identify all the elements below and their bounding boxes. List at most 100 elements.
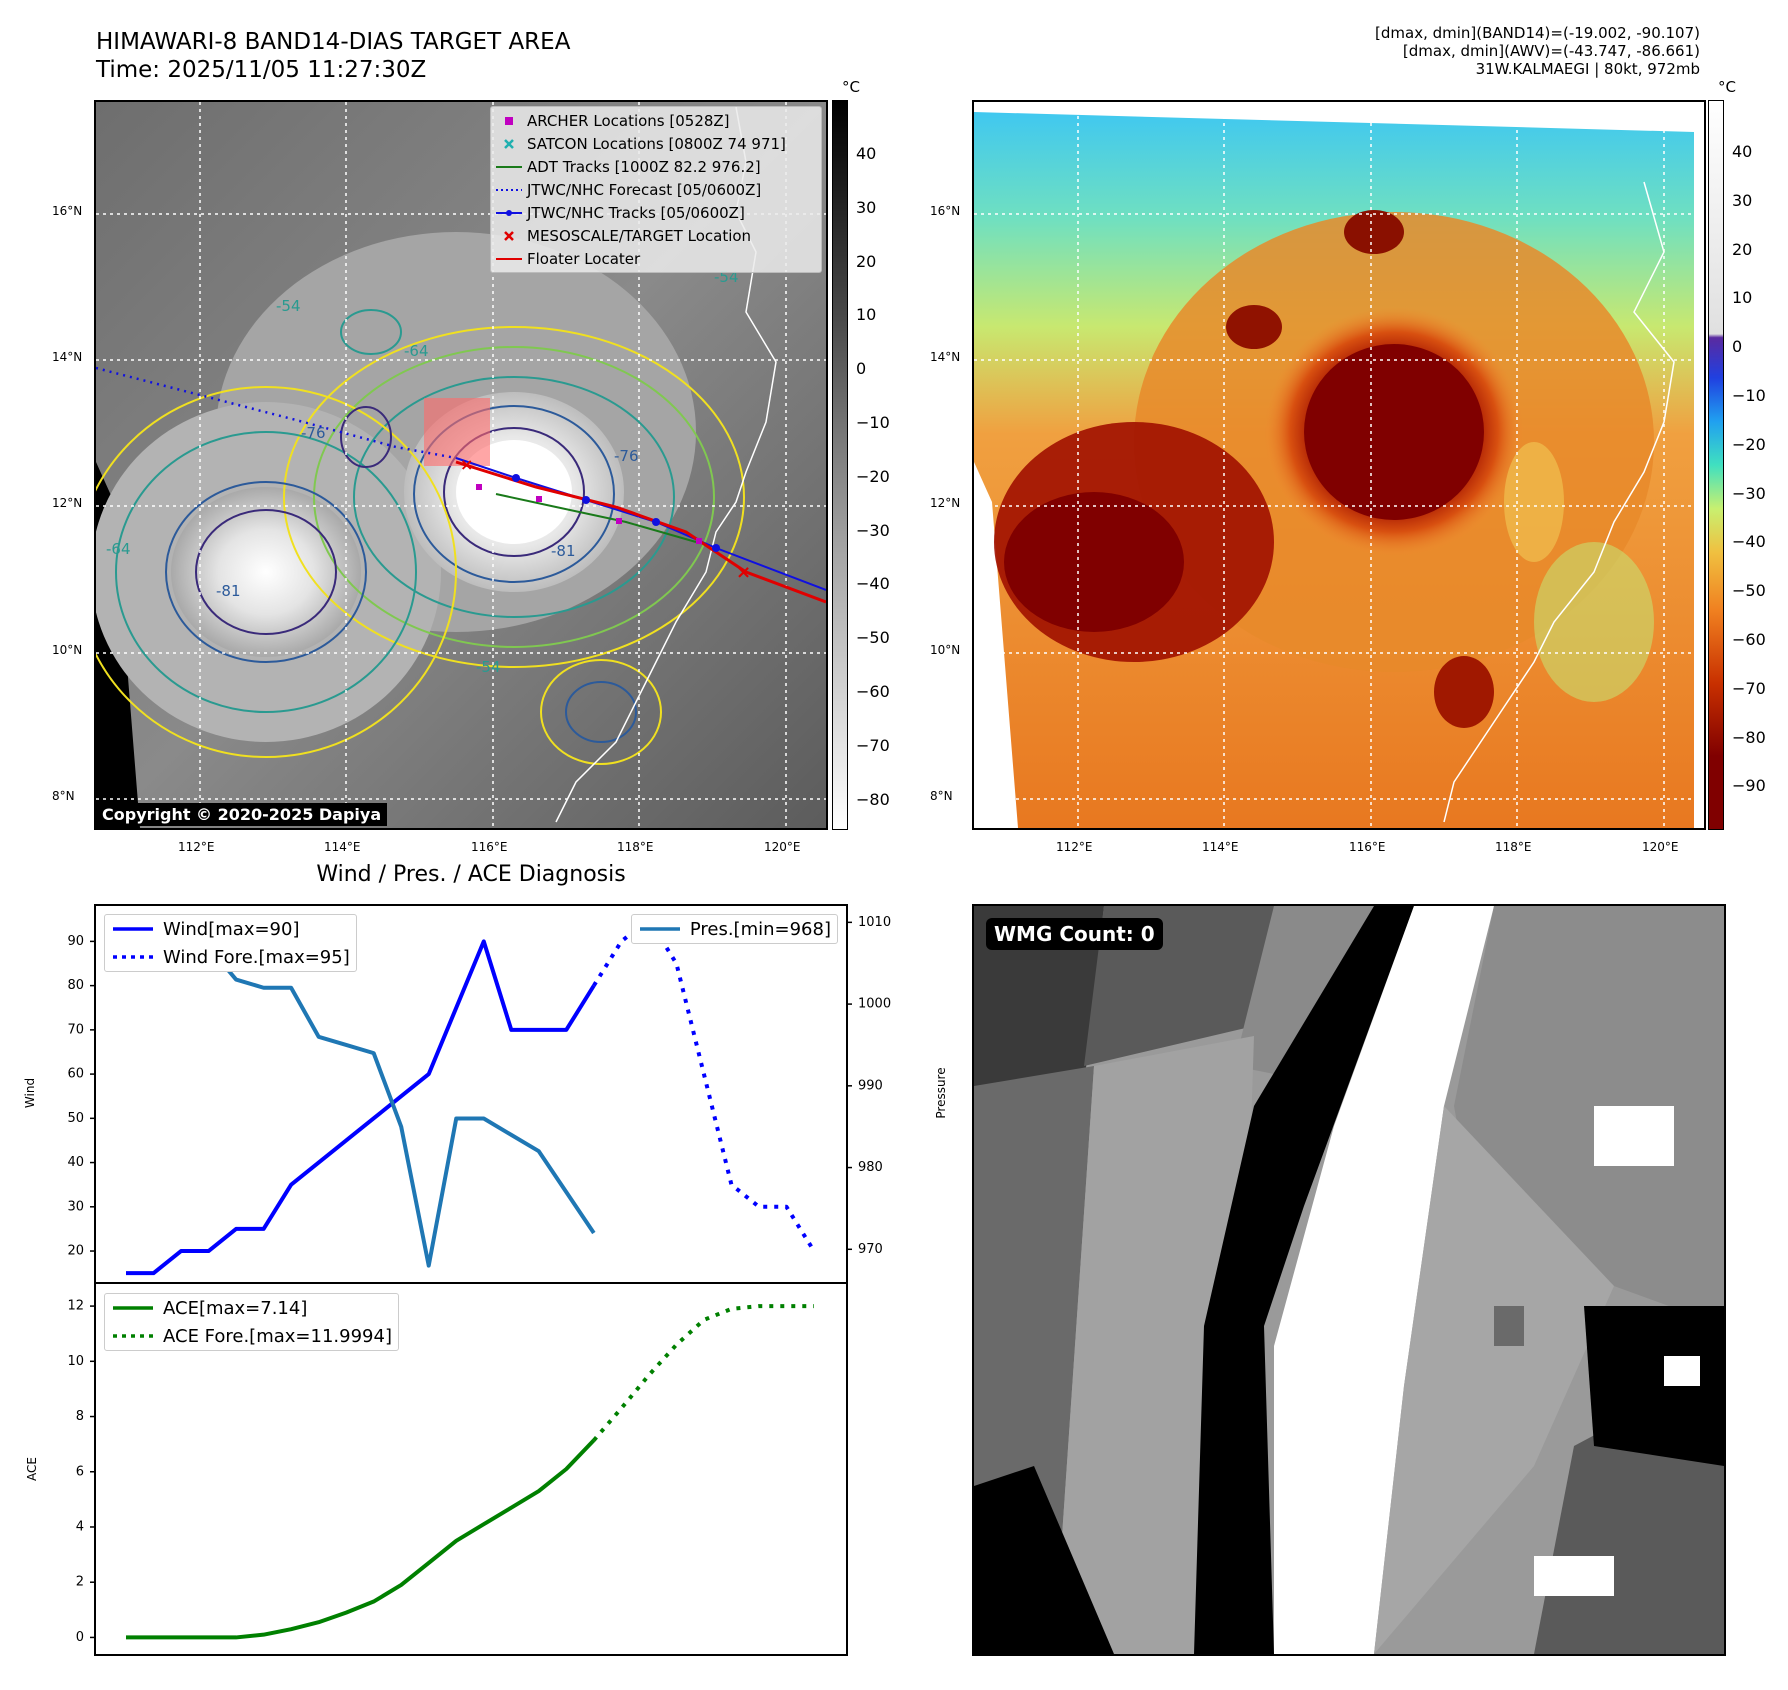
target-x-mark: × <box>460 455 473 474</box>
color-colorbar <box>1708 100 1724 830</box>
longitude-label: 118°E <box>1495 840 1532 854</box>
colorbar-tick: −90 <box>1732 776 1766 796</box>
meta-line-2: [dmax, dmin](AWV)=(-43.747, -86.661) <box>1402 42 1700 60</box>
pressure-axis-label: Pressure <box>934 1067 948 1119</box>
title-line-2: Time: 2025/11/05 11:27:30Z <box>96 57 427 83</box>
pressure-tick-label: 1000 <box>858 997 891 1012</box>
series-pres-line <box>124 920 596 1268</box>
dotted-line-icon <box>491 184 527 196</box>
colorbar-tick: −10 <box>1732 386 1766 405</box>
latitude-label: 12°N <box>52 496 83 510</box>
longitude-label: 120°E <box>1642 840 1679 854</box>
legend-ace: ACE[max=7.14] <box>105 1294 398 1322</box>
diagnosis-chart: 90 80 70 60 50 40 30 20 1010 1000 990 980 970 12 10 8 6 4… <box>67 904 891 1656</box>
color-map <box>974 102 1704 828</box>
meta-line-1: [dmax, dmin](BAND14)=(-19.002, -90.107) <box>1375 24 1700 42</box>
colorbar-tick: 20 <box>856 251 877 271</box>
legend-label: Wind[max=90] <box>163 918 300 940</box>
map-legend-item: JTWC/NHC Forecast [05/0600Z] <box>491 178 821 201</box>
contour-label: -64 <box>404 342 429 360</box>
diagnosis-svg: 9080706050403020101010009909809701210864… <box>67 904 891 1656</box>
longitude-label: 118°E <box>617 840 654 854</box>
line-icon <box>491 161 527 173</box>
pressure-tick-label: 980 <box>858 1160 883 1175</box>
ace-legend: ACE[max=7.14] ACE Fore.[max=11.9994] <box>104 1293 399 1351</box>
latitude-label: 8°N <box>52 789 75 803</box>
wind-tick-label: 80 <box>67 978 84 993</box>
colorbar-tick: 30 <box>856 197 877 217</box>
contour-label: -64 <box>106 540 131 558</box>
x-mark-icon <box>491 138 527 150</box>
map-legend-item: SATCON Locations [0800Z 74 971] <box>491 132 821 155</box>
target-area-box <box>424 398 490 466</box>
map-legend-label: JTWC/NHC Forecast [05/0600Z] <box>527 180 762 199</box>
title-line-1: HIMAWARI-8 BAND14-DIAS TARGET AREA <box>96 29 571 55</box>
map-legend: ARCHER Locations [0528Z] SATCON Locations… <box>490 106 822 273</box>
contour-label: -81 <box>551 542 576 560</box>
ir-colorbar <box>832 100 848 830</box>
wmg-image <box>974 906 1724 1654</box>
map-legend-label: MESOSCALE/TARGET Location <box>527 226 752 245</box>
colorbar-tick: 10 <box>856 305 877 325</box>
contour-label: -76 <box>301 424 326 442</box>
wind-tick-label: 70 <box>67 1022 84 1037</box>
colorbar-tick: 40 <box>1732 142 1753 161</box>
pressure-legend: Pres.[min=968] <box>630 914 838 944</box>
series-aceline <box>126 1438 596 1640</box>
longitude-label: 112°E <box>1056 840 1093 854</box>
target-x-mark-2: × <box>736 562 751 583</box>
longitude-label: 116°E <box>471 840 508 854</box>
wind-tick-label: 60 <box>67 1067 84 1082</box>
color-map-panel <box>972 100 1706 830</box>
x-mark-icon <box>491 230 527 242</box>
longitude-label: 112°E <box>178 840 215 854</box>
colorbar-tick: −10 <box>856 413 890 432</box>
line-icon <box>491 253 527 265</box>
colorbar-tick: −80 <box>1732 727 1766 747</box>
colorbar-tick: 0 <box>1732 337 1743 357</box>
ace-tick-label: 2 <box>76 1575 84 1590</box>
wind-legend: Wind[max=90] Wind Fore.[max=95] <box>104 914 357 972</box>
wmg-panel: WMG Count: 0 <box>972 904 1726 1656</box>
line-dot-icon <box>491 207 527 219</box>
longitude-label: 120°E <box>764 840 801 854</box>
map-legend-label: ARCHER Locations [0528Z] <box>527 111 730 130</box>
map-legend-label: SATCON Locations [0800Z 74 971] <box>527 134 786 153</box>
contour-label: -54 <box>276 297 301 315</box>
colorbar-tick: −80 <box>856 789 890 809</box>
wind-tick-label: 30 <box>67 1199 84 1214</box>
color-colorbar-ticks: 40 30 20 10 0 −10 −20 −30 −40 −50 −60 −70 −80 −90 <box>1732 100 1782 830</box>
wind-tick-label: 90 <box>67 934 84 949</box>
longitude-label: 114°E <box>324 840 361 854</box>
colorbar-tick: 20 <box>1732 239 1753 259</box>
latitude-label: 10°N <box>52 643 83 657</box>
ace-tick-label: 6 <box>76 1464 84 1479</box>
colorbar-tick: −40 <box>1732 532 1766 552</box>
ace-tick-label: 0 <box>76 1630 84 1645</box>
floater-track <box>455 460 826 604</box>
map-legend-item: ADT Tracks [1000Z 82.2 976.2] <box>491 155 821 178</box>
colorbar-tick: −30 <box>1732 483 1766 503</box>
contour-labels: -54 -64 -76 -81 -76 -81 -54 -64 -54 <box>96 102 826 828</box>
colorbar-tick: 40 <box>856 144 877 163</box>
contour-label: -54 <box>476 658 501 676</box>
latitude-label: 10°N <box>930 643 961 657</box>
legend-label: ACE[max=7.14] <box>163 1297 308 1319</box>
wind-tick-label: 20 <box>67 1244 84 1259</box>
copyright-label: Copyright © 2020-2025 Dapiya <box>96 803 388 826</box>
ace-axis-label: ACE <box>25 1457 39 1481</box>
colorbar-tick: −50 <box>1732 581 1766 601</box>
jtwc-track <box>455 457 826 591</box>
map-legend-item: Floater Locater <box>491 247 821 270</box>
ace-plot-frame <box>94 1282 848 1656</box>
series-wind-fore-line <box>592 917 816 1253</box>
ir-colorbar-unit: °C <box>842 78 860 96</box>
latitude-label: 12°N <box>930 496 961 510</box>
figure-title: HIMAWARI-8 BAND14-DIAS TARGET AREA Time:… <box>96 28 570 84</box>
colorbar-tick: 30 <box>1732 190 1753 210</box>
colorbar-tick: −70 <box>1732 678 1766 698</box>
colorbar-tick: 0 <box>856 359 867 379</box>
colorbar-tick: −50 <box>856 628 890 648</box>
latitude-label: 14°N <box>930 350 961 364</box>
series-ace-fore-line <box>592 1304 814 1442</box>
